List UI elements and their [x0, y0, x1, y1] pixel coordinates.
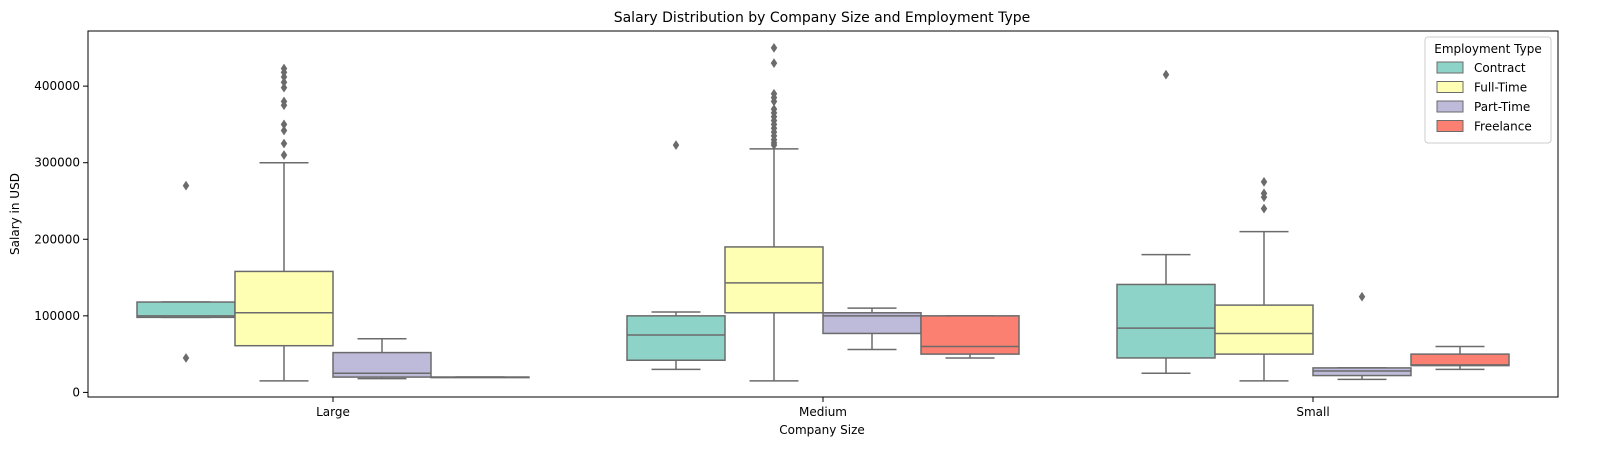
box-iqr — [724, 246, 824, 314]
y-axis-label: Salary in USD — [8, 173, 22, 255]
y-tick-label: 200000 — [34, 232, 80, 246]
outlier-point — [672, 140, 680, 151]
outlier-point — [280, 82, 288, 93]
outlier-point — [1358, 291, 1366, 302]
legend-swatch — [1436, 81, 1464, 93]
outlier-point — [280, 138, 288, 149]
outlier-point — [1260, 188, 1268, 199]
outlier-point — [280, 77, 288, 88]
y-tick-label: 300000 — [34, 156, 80, 170]
box-contract-medium — [626, 140, 726, 371]
legend-title: Employment Type — [1434, 42, 1541, 56]
outlier-point — [770, 42, 778, 53]
outlier-point — [280, 150, 288, 160]
outlier-point — [280, 96, 288, 107]
y-axis: 0 100000 200000 300000 400000 — [34, 79, 88, 399]
legend-swatch — [1436, 120, 1464, 132]
outlier-point — [770, 58, 778, 69]
box-part-time-medium — [822, 307, 922, 351]
box-full-time-large — [234, 63, 334, 382]
legend: Employment Type Contract Full-Time Part-Ti… — [1424, 36, 1552, 144]
legend-label: Contract — [1474, 61, 1526, 75]
x-axis: Large Medium Small — [316, 397, 1330, 419]
outlier-point — [280, 63, 288, 74]
outlier-point — [182, 352, 190, 363]
outlier-point — [770, 88, 778, 99]
box-part-time-large — [332, 338, 432, 380]
legend-label: Part-Time — [1474, 100, 1530, 114]
box-iqr — [136, 301, 236, 319]
outlier-point — [182, 180, 190, 191]
box-iqr — [1214, 304, 1314, 355]
box-contract-large — [136, 180, 236, 363]
outlier-point — [280, 119, 288, 130]
outlier-point — [280, 125, 288, 136]
box-freelance-small — [1410, 345, 1510, 371]
box-freelance-medium — [920, 315, 1020, 359]
box-part-time-small — [1312, 291, 1412, 381]
box-iqr — [920, 315, 1020, 355]
legend-swatch — [1436, 100, 1464, 113]
box-iqr — [1410, 353, 1510, 367]
outlier-point — [1260, 203, 1268, 214]
x-tick-label: Small — [1296, 405, 1329, 419]
y-tick-label: 400000 — [34, 79, 80, 93]
box-iqr — [1312, 367, 1412, 377]
outlier-point — [770, 104, 778, 115]
box-iqr — [1116, 283, 1216, 359]
legend-label: Full-Time — [1474, 81, 1527, 95]
y-tick-label: 0 — [72, 385, 80, 399]
x-axis-label: Company Size — [779, 423, 865, 437]
y-tick-label: 100000 — [34, 309, 80, 323]
box-full-time-medium — [724, 42, 824, 382]
x-tick-label: Large — [316, 405, 350, 419]
x-tick-label: Medium — [799, 405, 847, 419]
legend-label: Freelance — [1474, 120, 1532, 134]
box-contract-small — [1116, 69, 1216, 375]
outlier-point — [1162, 69, 1170, 80]
legend-swatch — [1436, 61, 1464, 74]
outlier-point — [1260, 176, 1268, 187]
box-iqr — [234, 270, 334, 347]
box-iqr — [626, 315, 726, 361]
box-full-time-small — [1214, 176, 1314, 382]
chart-title: Salary Distribution by Company Size and … — [614, 10, 1031, 26]
boxplot-series — [136, 42, 1510, 382]
box-freelance-large — [430, 376, 530, 379]
